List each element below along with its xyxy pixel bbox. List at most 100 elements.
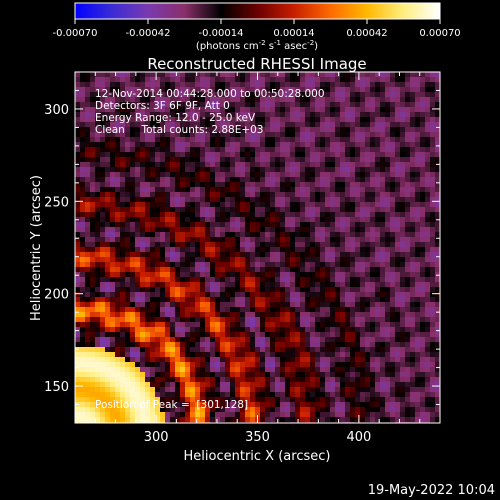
heatmap-pixel: [215, 262, 221, 268]
heatmap-pixel: [150, 302, 156, 308]
heatmap-pixel: [175, 382, 181, 388]
heatmap-pixel: [110, 382, 116, 388]
heatmap-pixel: [215, 167, 221, 173]
heatmap-pixel: [395, 212, 401, 218]
heatmap-pixel: [105, 407, 111, 413]
heatmap-pixel: [350, 182, 356, 188]
heatmap-pixel: [75, 187, 81, 193]
heatmap-pixel: [365, 92, 371, 98]
heatmap-pixel: [85, 242, 91, 248]
heatmap-pixel: [120, 267, 126, 273]
heatmap-pixel: [400, 307, 406, 313]
heatmap-pixel: [140, 347, 146, 353]
heatmap-pixel: [235, 187, 241, 193]
heatmap-pixel: [180, 307, 186, 313]
heatmap-pixel: [245, 132, 251, 138]
heatmap-pixel: [140, 97, 146, 103]
heatmap-pixel: [390, 237, 396, 243]
heatmap-pixel: [250, 257, 256, 263]
heatmap-pixel: [355, 122, 361, 128]
heatmap-pixel: [370, 207, 376, 213]
heatmap-pixel: [130, 132, 136, 138]
heatmap-pixel: [155, 347, 161, 353]
heatmap-pixel: [115, 382, 121, 388]
heatmap-pixel: [410, 102, 416, 108]
heatmap-pixel: [405, 132, 411, 138]
heatmap-pixel: [135, 187, 141, 193]
heatmap-pixel: [295, 97, 301, 103]
heatmap-pixel: [135, 397, 141, 403]
heatmap-pixel: [240, 372, 246, 378]
heatmap-pixel: [180, 402, 186, 408]
heatmap-pixel: [320, 102, 326, 108]
heatmap-pixel: [80, 192, 86, 198]
heatmap-pixel: [155, 377, 161, 383]
heatmap-pixel: [250, 177, 256, 183]
heatmap-pixel: [95, 252, 101, 258]
heatmap-pixel: [100, 242, 106, 248]
heatmap-pixel: [120, 332, 126, 338]
heatmap-pixel: [100, 312, 106, 318]
heatmap-pixel: [430, 237, 436, 243]
heatmap-pixel: [75, 192, 81, 198]
heatmap-pixel: [110, 142, 116, 148]
heatmap-pixel: [255, 187, 261, 193]
heatmap-pixel: [200, 212, 206, 218]
heatmap-pixel: [270, 197, 276, 203]
heatmap-pixel: [420, 132, 426, 138]
heatmap-pixel: [390, 87, 396, 93]
heatmap-pixel: [420, 177, 426, 183]
heatmap-pixel: [275, 157, 281, 163]
heatmap-pixel: [415, 297, 421, 303]
heatmap-pixel: [90, 287, 96, 293]
heatmap-pixel: [410, 87, 416, 93]
heatmap-pixel: [90, 332, 96, 338]
heatmap-pixel: [75, 307, 81, 313]
heatmap-pixel: [375, 107, 381, 113]
heatmap-pixel: [210, 117, 216, 123]
heatmap-pixel: [255, 147, 261, 153]
heatmap-pixel: [205, 112, 211, 118]
heatmap-pixel: [355, 197, 361, 203]
heatmap-pixel: [105, 392, 111, 398]
heatmap-pixel: [430, 402, 436, 408]
heatmap-pixel: [245, 72, 251, 78]
heatmap-pixel: [225, 217, 231, 223]
heatmap-pixel: [125, 197, 131, 203]
heatmap-pixel: [395, 132, 401, 138]
heatmap-pixel: [110, 127, 116, 133]
heatmap-pixel: [415, 127, 421, 133]
heatmap-pixel: [305, 202, 311, 208]
heatmap-pixel: [155, 182, 161, 188]
heatmap-pixel: [330, 97, 336, 103]
heatmap-pixel: [395, 172, 401, 178]
heatmap-pixel: [370, 322, 376, 328]
heatmap-pixel: [95, 272, 101, 278]
heatmap-pixel: [355, 402, 361, 408]
heatmap-pixel: [375, 337, 381, 343]
heatmap-pixel: [165, 117, 171, 123]
heatmap-pixel: [400, 107, 406, 113]
heatmap-pixel: [310, 117, 316, 123]
heatmap-pixel: [375, 397, 381, 403]
heatmap-pixel: [345, 117, 351, 123]
heatmap-pixel: [210, 367, 216, 373]
heatmap-pixel: [195, 242, 201, 248]
heatmap-pixel: [315, 167, 321, 173]
heatmap-pixel: [140, 242, 146, 248]
heatmap-pixel: [110, 82, 116, 88]
heatmap-pixel: [370, 87, 376, 93]
heatmap-pixel: [285, 317, 291, 323]
heatmap-pixel: [110, 232, 116, 238]
heatmap-pixel: [80, 222, 86, 228]
heatmap-pixel: [395, 157, 401, 163]
heatmap-pixel: [330, 262, 336, 268]
heatmap-pixel: [290, 97, 296, 103]
heatmap-pixel: [245, 372, 251, 378]
heatmap-pixel: [310, 217, 316, 223]
heatmap-pixel: [320, 82, 326, 88]
heatmap-pixel: [370, 137, 376, 143]
heatmap-pixel: [295, 297, 301, 303]
heatmap-pixel: [425, 142, 431, 148]
heatmap-pixel: [315, 277, 321, 283]
